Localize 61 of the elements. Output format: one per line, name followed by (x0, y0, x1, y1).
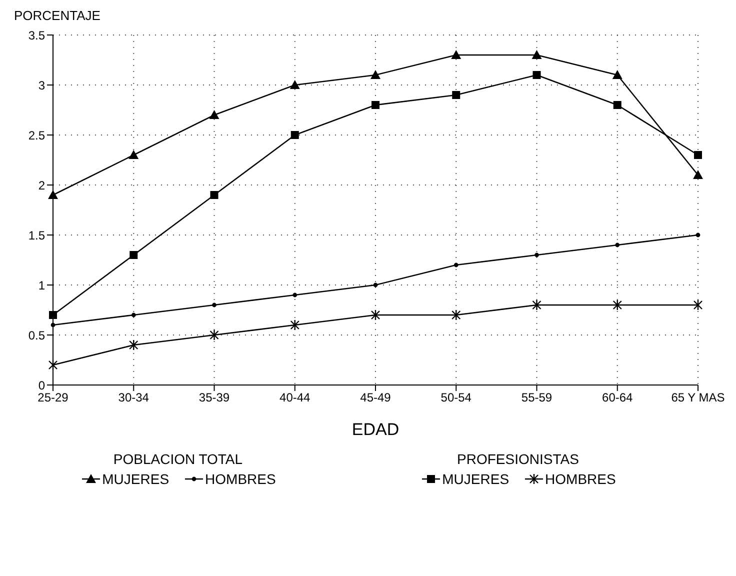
point (452, 309, 461, 321)
x-tick-label: 35-39 (198, 390, 230, 405)
x-tick-label: 50-54 (440, 390, 472, 405)
point (372, 101, 380, 109)
point (130, 251, 138, 259)
legend-label: HOMBRES (545, 471, 616, 487)
text: POBLACION TOTAL (112, 451, 244, 467)
x-tick-label: 30-34 (118, 390, 150, 405)
point (48, 359, 58, 371)
y-tick-label: 3 (38, 78, 46, 92)
x-axis-title: EDAD (352, 420, 400, 439)
x-tick-label: 25-29 (38, 390, 69, 405)
y-tick-label: 2 (38, 178, 46, 192)
y-axis-title: PORCENTAJE (14, 8, 102, 23)
point (532, 299, 542, 311)
point (370, 309, 380, 321)
point (696, 232, 700, 238)
x-tick-label: 40-44 (280, 390, 311, 405)
x-tick-label: 65 Y MAS (671, 390, 725, 405)
point (452, 91, 460, 99)
point (532, 50, 542, 59)
point (532, 71, 541, 79)
y-tick-label: 0.5 (28, 328, 46, 342)
point (131, 312, 136, 318)
x-tick-label: 60-64 (602, 390, 634, 405)
point (693, 170, 703, 179)
point (615, 242, 620, 248)
point (129, 339, 138, 351)
point (49, 311, 57, 319)
point (48, 190, 58, 199)
x-tick-label: 45-49 (360, 390, 392, 405)
point (210, 191, 218, 199)
point (373, 282, 378, 288)
x-tick-label: 55-59 (521, 390, 552, 405)
point (693, 299, 703, 311)
point (451, 50, 462, 59)
y-tick-label: 1 (38, 278, 46, 292)
point (694, 151, 702, 159)
point (370, 70, 380, 79)
point (612, 70, 622, 79)
point (50, 322, 56, 328)
text: PROFESIONISTAS (456, 451, 580, 467)
y-tick-label: 1.5 (28, 228, 46, 242)
legend-label: MUJERES (442, 471, 510, 487)
point (209, 110, 220, 119)
point (212, 302, 216, 308)
legend-label: MUJERES (102, 471, 170, 487)
point (290, 80, 300, 89)
legend-label: HOMBRES (205, 471, 276, 487)
y-tick-label: 0 (38, 378, 46, 392)
point (292, 292, 298, 298)
point (128, 150, 139, 159)
point (210, 329, 219, 341)
point (290, 319, 300, 331)
y-tick-label: 2.5 (28, 128, 46, 142)
point (534, 252, 539, 258)
point (454, 262, 458, 268)
point (290, 131, 299, 139)
point (613, 101, 622, 109)
point (612, 299, 622, 311)
y-tick-label: 3.5 (28, 28, 46, 42)
